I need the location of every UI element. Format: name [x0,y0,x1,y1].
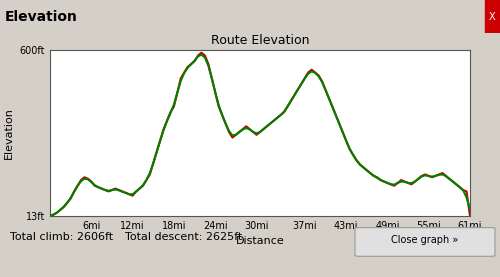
Text: Elevation: Elevation [5,10,78,24]
Title: Route Elevation: Route Elevation [211,34,309,47]
Text: Close graph »: Close graph » [392,235,458,245]
Y-axis label: Elevation: Elevation [4,107,14,159]
X-axis label: Distance: Distance [236,237,284,247]
FancyBboxPatch shape [355,228,495,256]
Text: Total descent: 2625ft: Total descent: 2625ft [125,232,242,242]
Text: Total climb: 2606ft: Total climb: 2606ft [10,232,113,242]
Bar [485,0,500,33]
Text: X: X [489,12,496,22]
